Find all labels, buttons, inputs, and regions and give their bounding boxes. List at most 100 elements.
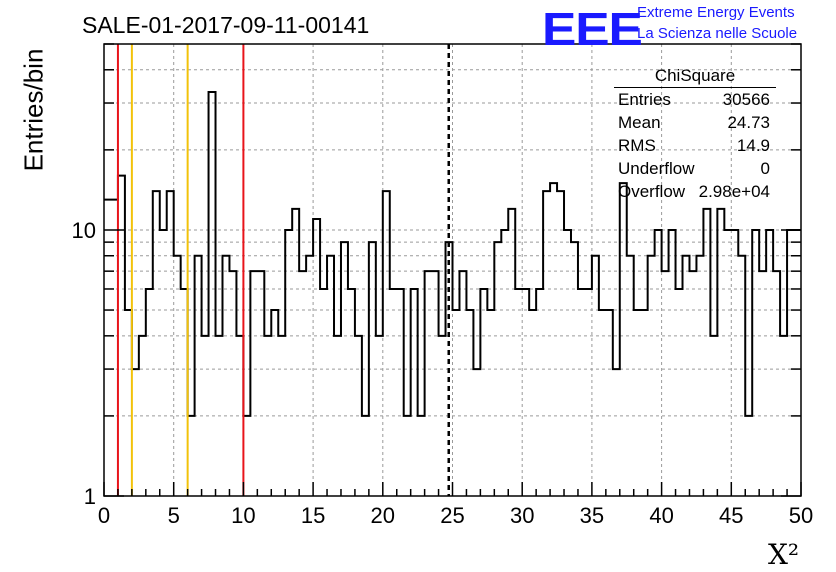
stats-row-underflow: Underflow 0 (612, 157, 776, 180)
histogram-bin (181, 289, 188, 496)
x-axis-label: X² (768, 538, 800, 571)
histogram-bin (794, 230, 801, 496)
histogram-bin (299, 271, 306, 496)
histogram-bin (313, 219, 320, 496)
stats-key: Entries (618, 90, 671, 109)
stats-key: Overflow (618, 182, 686, 201)
histogram-bin (543, 191, 550, 496)
histogram-bin (153, 191, 160, 496)
histogram-bin (209, 92, 216, 496)
histogram-bin (425, 271, 432, 496)
histogram-bin (571, 242, 578, 496)
histogram-bin (195, 256, 202, 496)
stats-key: RMS (618, 136, 656, 155)
histogram-bin (662, 271, 669, 496)
y-tick-label: 1 (84, 484, 96, 509)
histogram-bin (550, 183, 557, 496)
histogram-bin (174, 256, 181, 496)
histogram-bin (655, 230, 662, 496)
histogram-bin (327, 256, 334, 496)
stats-title: ChiSquare (614, 66, 776, 88)
histogram-bin (411, 289, 418, 496)
histogram-bin (369, 242, 376, 496)
x-tick-label: 35 (580, 503, 604, 528)
histogram-bin (250, 271, 257, 496)
histogram-bin (731, 230, 738, 496)
stats-value: 2.98e+04 (698, 182, 770, 201)
histogram-bin (348, 289, 355, 496)
y-axis-label: Entries/bin (18, 48, 49, 172)
histogram-bin (564, 230, 571, 496)
histogram-bin (787, 230, 794, 496)
histogram-bin (696, 256, 703, 496)
histogram-bin (759, 271, 766, 496)
histogram-bin (669, 230, 676, 496)
histogram-bin (362, 416, 369, 496)
histogram-bin (125, 310, 132, 496)
histogram-bin (243, 416, 250, 496)
histogram-bin (703, 209, 710, 496)
histogram-bin (334, 336, 341, 496)
histogram-bin (745, 416, 752, 496)
histogram-bin (592, 256, 599, 496)
eee-logo: EEE (542, 3, 643, 55)
histogram-bin (278, 336, 285, 496)
stats-row-overflow: Overflow 2.98e+04 (612, 180, 776, 203)
histogram-bin (578, 289, 585, 496)
axis-ticks (103, 43, 802, 497)
x-tick-label: 45 (719, 503, 743, 528)
stats-value: 24.73 (727, 113, 770, 132)
tick-labels: 0 5 10 15 20 25 30 35 40 45 50 1 10 (72, 218, 814, 528)
histogram-bin (710, 336, 717, 496)
stats-value: 0 (760, 159, 770, 178)
histogram-bin (229, 271, 236, 496)
histogram-bin (432, 271, 439, 496)
histogram-bin (557, 191, 564, 496)
histogram-bin (480, 289, 487, 496)
histogram-bin (439, 336, 446, 496)
histogram-bin (271, 310, 278, 496)
histogram-bin (780, 336, 787, 496)
histogram-title: SALE-01-2017-09-11-00141 (82, 12, 370, 38)
histogram-bin (383, 191, 390, 496)
histogram-bin (111, 200, 118, 496)
histogram-bin (222, 256, 229, 496)
x-tick-label: 10 (231, 503, 255, 528)
histogram-bin (515, 289, 522, 496)
histogram-bin (683, 256, 690, 496)
x-tick-label: 40 (649, 503, 673, 528)
histogram-bin (236, 336, 243, 496)
histogram-bin (599, 310, 606, 496)
histogram-bin (104, 200, 111, 496)
x-tick-label: 20 (371, 503, 395, 528)
histogram-bin (397, 289, 404, 496)
stats-key: Underflow (618, 159, 695, 178)
histogram-bin (627, 256, 634, 496)
x-tick-label: 15 (301, 503, 325, 528)
histogram-bin (494, 242, 501, 496)
histogram-bin (418, 416, 425, 496)
logo-line-2: La Scienza nelle Scuole (637, 25, 798, 42)
histogram-bin (320, 289, 327, 496)
histogram-bin (160, 230, 167, 496)
stats-box: ChiSquare Entries 30566 Mean 24.73 RMS 1… (612, 66, 776, 203)
histogram-bin (306, 256, 313, 496)
marker-lines (116, 44, 450, 496)
histogram-bin (202, 336, 209, 496)
histogram-bin (766, 230, 773, 496)
histogram-bin (188, 416, 195, 496)
stats-value: 14.9 (736, 136, 770, 155)
histogram-bin (167, 191, 174, 496)
histogram-bin (648, 256, 655, 496)
histogram-bin (473, 369, 480, 496)
histogram-bin (717, 209, 724, 496)
histogram-bin (724, 230, 731, 496)
histogram-bin (676, 289, 683, 496)
histogram-bin (641, 310, 648, 496)
histogram-bin (292, 209, 299, 496)
histogram-bin (529, 310, 536, 496)
histogram-bin (390, 289, 397, 496)
histogram-bin (132, 369, 139, 496)
histogram-bin (752, 230, 759, 496)
histogram-bin (146, 289, 153, 496)
